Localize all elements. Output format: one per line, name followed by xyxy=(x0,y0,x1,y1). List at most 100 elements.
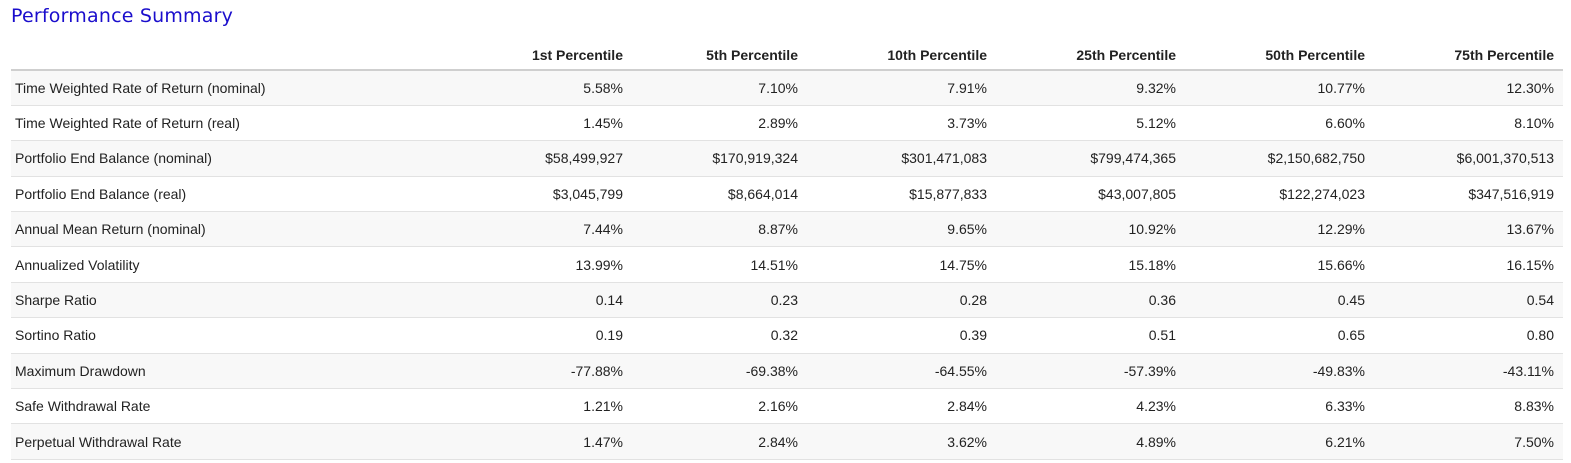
table-cell: $170,919,324 xyxy=(632,140,807,177)
table-row: Annual Mean Return (nominal) 7.44% 8.87% 9.… xyxy=(11,211,1563,248)
table-cell: 10.77% xyxy=(1185,70,1374,106)
table-cell: $799,474,365 xyxy=(996,140,1185,177)
table-cell: $122,274,023 xyxy=(1185,176,1374,213)
table-cell: 8.10% xyxy=(1374,105,1563,142)
table-cell: 6.33% xyxy=(1185,388,1374,425)
table-cell: 0.39 xyxy=(807,317,996,354)
table-cell: 5.58% xyxy=(441,70,632,106)
table-row: Annualized Volatility 13.99% 14.51% 14.75% 1… xyxy=(11,246,1563,283)
table-cell: 16.15% xyxy=(1374,246,1563,283)
table-cell: $43,007,805 xyxy=(996,176,1185,213)
table-cell: 1.21% xyxy=(441,388,632,425)
table-cell: $301,471,083 xyxy=(807,140,996,177)
row-label: Safe Withdrawal Rate xyxy=(11,388,441,425)
table-row: Sharpe Ratio 0.14 0.23 0.28 0.36 0.45 0.54 xyxy=(11,282,1563,319)
table-cell: 12.29% xyxy=(1185,211,1374,248)
table-cell: 7.44% xyxy=(441,211,632,248)
table-cell: $3,045,799 xyxy=(441,176,632,213)
table-cell: -43.11% xyxy=(1374,353,1563,390)
table-cell: 0.14 xyxy=(441,282,632,319)
row-label: Portfolio End Balance (nominal) xyxy=(11,140,441,177)
table-cell: $15,877,833 xyxy=(807,176,996,213)
table-cell: 8.87% xyxy=(632,211,807,248)
table-cell: 0.32 xyxy=(632,317,807,354)
table-cell: $347,516,919 xyxy=(1374,176,1563,213)
table-cell: 0.23 xyxy=(632,282,807,319)
table-cell: 1.45% xyxy=(441,105,632,142)
table-cell: 7.91% xyxy=(807,70,996,106)
performance-summary-table: 1st Percentile 5th Percentile 10th Percent… xyxy=(11,40,1563,460)
table-cell: 10.92% xyxy=(996,211,1185,248)
table-cell: -49.83% xyxy=(1185,353,1374,390)
table-cell: 4.89% xyxy=(996,423,1185,460)
table-row: Portfolio End Balance (nominal) $58,499,9… xyxy=(11,140,1563,177)
table-cell: 2.16% xyxy=(632,388,807,425)
table-cell: 0.45 xyxy=(1185,282,1374,319)
table-header: 1st Percentile 5th Percentile 10th Percent… xyxy=(11,40,1563,71)
table-cell: $6,001,370,513 xyxy=(1374,140,1563,177)
table-cell: 0.36 xyxy=(996,282,1185,319)
table-cell: 7.50% xyxy=(1374,423,1563,460)
table-cell: -64.55% xyxy=(807,353,996,390)
header-row: 1st Percentile 5th Percentile 10th Percent… xyxy=(11,40,1563,71)
table-cell: 15.66% xyxy=(1185,246,1374,283)
table-cell: 0.80 xyxy=(1374,317,1563,354)
table-cell: $2,150,682,750 xyxy=(1185,140,1374,177)
table-cell: -69.38% xyxy=(632,353,807,390)
table-cell: -57.39% xyxy=(996,353,1185,390)
table-cell: 14.75% xyxy=(807,246,996,283)
table-cell: 2.84% xyxy=(632,423,807,460)
table-row: Sortino Ratio 0.19 0.32 0.39 0.51 0.65 0.80 xyxy=(11,317,1563,354)
table-row: Perpetual Withdrawal Rate 1.47% 2.84% 3.62%… xyxy=(11,423,1563,460)
table-cell: 14.51% xyxy=(632,246,807,283)
table-cell: 9.32% xyxy=(996,70,1185,106)
row-label: Time Weighted Rate of Return (real) xyxy=(11,105,441,142)
table-cell: $8,664,014 xyxy=(632,176,807,213)
row-label: Maximum Drawdown xyxy=(11,353,441,390)
row-label: Sharpe Ratio xyxy=(11,282,441,319)
table-row: Portfolio End Balance (real) $3,045,799 $8… xyxy=(11,176,1563,213)
column-header: 50th Percentile xyxy=(1185,40,1374,71)
table-cell: -77.88% xyxy=(441,353,632,390)
table-cell: 2.89% xyxy=(632,105,807,142)
column-header: 75th Percentile xyxy=(1374,40,1563,71)
table-cell: 0.19 xyxy=(441,317,632,354)
table-cell: 9.65% xyxy=(807,211,996,248)
table-cell: 2.84% xyxy=(807,388,996,425)
row-label: Portfolio End Balance (real) xyxy=(11,176,441,213)
row-label: Annual Mean Return (nominal) xyxy=(11,211,441,248)
table-cell: 7.10% xyxy=(632,70,807,106)
column-header-metric xyxy=(11,40,441,71)
row-label: Perpetual Withdrawal Rate xyxy=(11,423,441,460)
table-cell: 1.47% xyxy=(441,423,632,460)
table-cell: 12.30% xyxy=(1374,70,1563,106)
table-row: Maximum Drawdown -77.88% -69.38% -64.55% -57… xyxy=(11,353,1563,390)
table-cell: 0.65 xyxy=(1185,317,1374,354)
table-cell: 0.54 xyxy=(1374,282,1563,319)
table-body: Time Weighted Rate of Return (nominal) 5.… xyxy=(11,70,1563,460)
table-cell: 5.12% xyxy=(996,105,1185,142)
table-cell: 8.83% xyxy=(1374,388,1563,425)
table-cell: $58,499,927 xyxy=(441,140,632,177)
column-header: 25th Percentile xyxy=(996,40,1185,71)
table-cell: 6.60% xyxy=(1185,105,1374,142)
column-header: 1st Percentile xyxy=(441,40,632,71)
column-header: 5th Percentile xyxy=(632,40,807,71)
table-row: Time Weighted Rate of Return (nominal) 5.… xyxy=(11,70,1563,106)
table-cell: 13.99% xyxy=(441,246,632,283)
table-cell: 0.51 xyxy=(996,317,1185,354)
table-cell: 13.67% xyxy=(1374,211,1563,248)
table-cell: 0.28 xyxy=(807,282,996,319)
row-label: Time Weighted Rate of Return (nominal) xyxy=(11,70,441,106)
table-cell: 3.73% xyxy=(807,105,996,142)
column-header: 10th Percentile xyxy=(807,40,996,71)
row-label: Sortino Ratio xyxy=(11,317,441,354)
table-cell: 3.62% xyxy=(807,423,996,460)
table-row: Safe Withdrawal Rate 1.21% 2.16% 2.84% 4.23%… xyxy=(11,388,1563,425)
table-row: Time Weighted Rate of Return (real) 1.45%… xyxy=(11,105,1563,142)
table-cell: 15.18% xyxy=(996,246,1185,283)
page-title: Performance Summary xyxy=(11,5,234,27)
row-label: Annualized Volatility xyxy=(11,246,441,283)
table-cell: 6.21% xyxy=(1185,423,1374,460)
